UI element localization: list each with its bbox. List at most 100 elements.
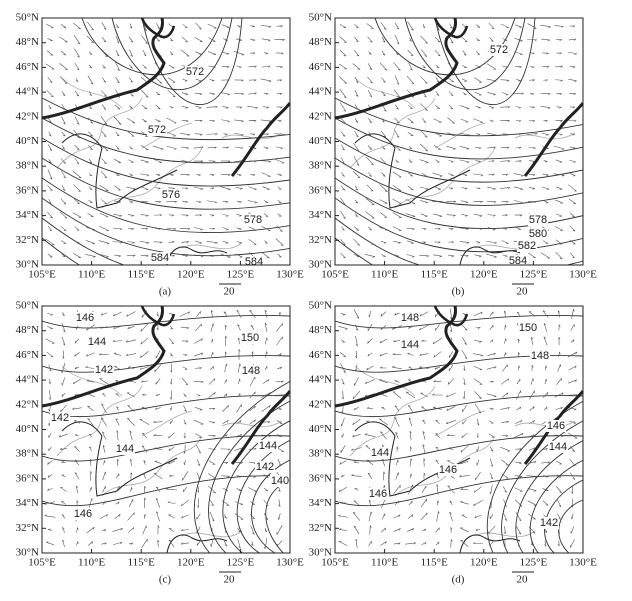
wind-vector: [210, 540, 214, 547]
wind-vector: [220, 160, 231, 163]
wind-vector: [140, 350, 149, 359]
wind-vector: [527, 461, 537, 464]
lon-label: 115°E: [421, 269, 448, 281]
wind-vector: [556, 52, 562, 55]
wind-vector: [461, 78, 468, 82]
wind-vector: [408, 366, 413, 370]
wind-vector: [194, 160, 204, 163]
wind-vector: [139, 366, 150, 370]
wind-vector: [516, 79, 521, 82]
lat-label: 44°N: [309, 86, 332, 98]
wind-vector: [554, 434, 564, 438]
wind-vector: [61, 91, 66, 97]
wind-vector: [448, 91, 454, 96]
wind-vector: [155, 393, 161, 397]
region-border: [61, 421, 178, 497]
lat-label: 34°N: [309, 497, 332, 509]
wind-vector: [502, 173, 509, 176]
wind-vector: [127, 512, 135, 521]
panel-label: (c): [159, 574, 172, 586]
reference-vector: 20: [224, 286, 236, 298]
wind-vector: [74, 393, 80, 396]
wind-vector: [196, 541, 201, 546]
wind-vector: [354, 90, 359, 97]
wind-vector: [61, 116, 66, 125]
wind-vector: [128, 200, 134, 203]
wind-vector: [462, 92, 467, 95]
wind-vector: [101, 77, 107, 83]
wind-vector: [114, 185, 121, 191]
wind-vector: [114, 104, 121, 110]
wind-vector: [236, 200, 242, 204]
wind-vector: [341, 433, 345, 438]
wind-vector: [235, 253, 243, 258]
wind-vector: [515, 160, 522, 163]
wind-vector: [365, 198, 375, 206]
wind-vector: [394, 130, 400, 138]
wind-vector: [166, 145, 177, 150]
wind-vector: [567, 394, 578, 397]
wind-vector: [408, 145, 413, 150]
wind-vector: [501, 201, 509, 203]
province-border: [56, 365, 283, 538]
wind-vector: [419, 159, 429, 164]
wind-vector: [446, 392, 456, 398]
wind-vector: [85, 366, 96, 369]
wind-vector: [179, 228, 191, 230]
wind-vector: [153, 434, 163, 436]
wind-vector: [379, 352, 388, 357]
wind-vector: [275, 380, 284, 383]
lat-label: 40°N: [309, 135, 332, 147]
wind-vector: [61, 362, 66, 374]
wind-vector: [196, 513, 201, 520]
wind-vector: [489, 484, 493, 495]
wind-vector: [367, 472, 373, 480]
wind-vector: [541, 65, 550, 68]
wind-vector: [224, 379, 227, 384]
wind-vector: [419, 254, 429, 258]
wind-vector: [115, 393, 120, 397]
wind-vector: [339, 63, 347, 70]
wind-vector: [434, 366, 441, 370]
contour-label-bg: [517, 240, 537, 252]
wind-vector: [130, 458, 133, 466]
wind-vector: [157, 525, 160, 535]
wind-vector: [263, 213, 269, 217]
wind-vector: [247, 105, 258, 109]
wind-vector: [460, 227, 469, 231]
wind-vector: [74, 446, 80, 452]
wind-vector: [476, 418, 480, 426]
map-panel: 148 150 144 148 146 144 144 146 146 142 50°N 48°N 46…: [309, 300, 597, 586]
wind-vector: [76, 527, 79, 533]
wind-vector: [194, 37, 203, 42]
wind-vector: [264, 538, 268, 550]
wind-vector: [248, 120, 257, 122]
wind-vector: [408, 417, 413, 427]
wind-vector: [462, 50, 467, 56]
lat-label: 48°N: [16, 324, 39, 336]
wind-vector: [528, 447, 536, 451]
wind-vector: [155, 486, 161, 493]
wind-vector: [554, 392, 564, 398]
wind-vector: [366, 459, 374, 466]
wind-vector: [141, 200, 148, 204]
wind-vector: [486, 132, 497, 136]
lon-label: 125°E: [227, 269, 255, 281]
wind-vector: [542, 391, 549, 399]
wind-vector: [569, 93, 576, 95]
wind-vector: [380, 22, 387, 30]
wind-vector: [355, 335, 358, 347]
wind-vector: [393, 485, 401, 494]
wind-vector: [460, 500, 469, 505]
wind-vector: [182, 200, 188, 204]
wind-vector: [223, 434, 228, 437]
wind-vector: [250, 525, 255, 535]
wind-vector: [433, 131, 442, 137]
wind-vector: [155, 23, 161, 30]
wind-vector: [476, 433, 479, 438]
wind-vector: [541, 461, 551, 464]
wind-vector: [114, 200, 121, 204]
wind-vector: [542, 52, 549, 55]
wind-vector: [60, 226, 67, 231]
wind-vector: [489, 339, 494, 343]
